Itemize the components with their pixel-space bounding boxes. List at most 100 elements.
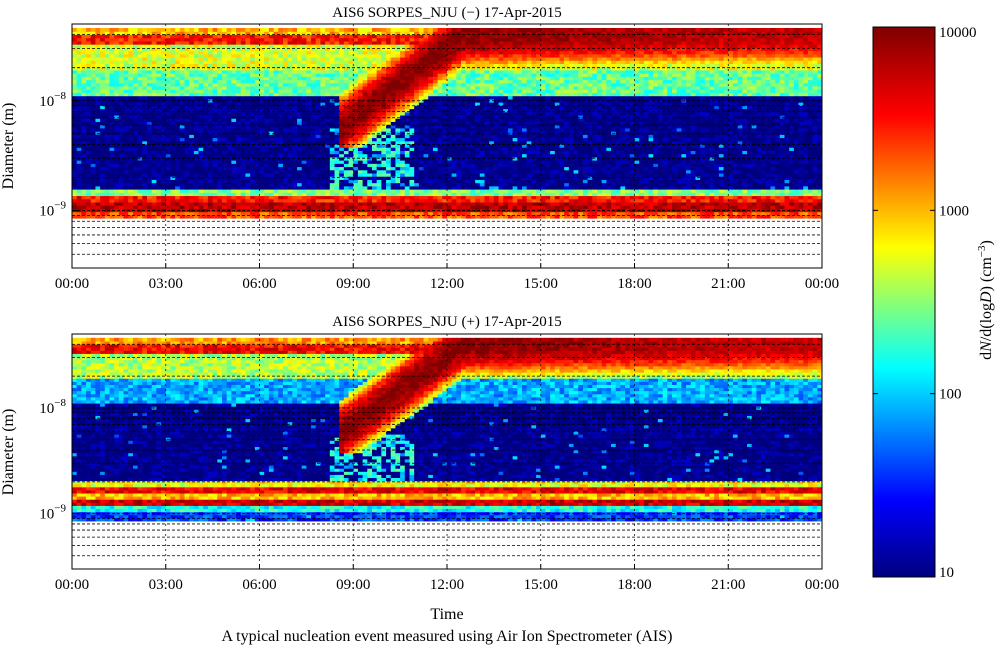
heatmap-cell [203, 73, 209, 77]
heatmap-cell [423, 150, 429, 155]
heatmap-cell [95, 102, 101, 106]
heatmap-cell [137, 211, 143, 216]
heatmap-cell [151, 31, 157, 36]
heatmap-cell [81, 176, 87, 180]
heatmap-cell [334, 95, 340, 100]
heatmap-cell [264, 27, 270, 32]
heatmap-cell [170, 40, 176, 45]
heatmap-cell [400, 179, 406, 184]
heatmap-cell [76, 44, 82, 48]
heatmap-cell [250, 143, 256, 148]
heatmap-cell [381, 31, 387, 36]
heatmap-cell [175, 102, 181, 106]
heatmap-cell [118, 73, 125, 77]
heatmap-cell [175, 172, 181, 177]
heatmap-cell [114, 198, 120, 203]
heatmap-cell [461, 82, 467, 87]
heatmap-cell [418, 198, 425, 203]
heatmap-cell [142, 163, 148, 168]
heatmap-cell [372, 156, 378, 161]
heatmap-cell [465, 176, 472, 180]
heatmap-cell [236, 185, 242, 190]
heatmap-cell [151, 40, 157, 45]
heatmap-cell [301, 92, 307, 97]
heatmap-cell [184, 108, 190, 113]
heatmap-cell [268, 121, 275, 126]
heatmap-cell [278, 143, 284, 148]
heatmap-cell [81, 73, 87, 77]
heatmap-cell [184, 44, 190, 48]
heatmap-cell [104, 179, 111, 184]
heatmap-cell [287, 131, 293, 135]
heatmap-cell [118, 198, 125, 203]
heatmap-cell [259, 102, 265, 106]
heatmap-cell [212, 37, 218, 42]
heatmap-cell [320, 40, 326, 45]
heatmap-cell [147, 37, 153, 42]
heatmap-cell [76, 166, 82, 171]
heatmap-cell [109, 131, 115, 135]
heatmap-cell [301, 124, 307, 129]
heatmap-cell [292, 76, 298, 81]
heatmap-cell [372, 89, 378, 93]
heatmap-cell [250, 166, 256, 171]
heatmap-cell [357, 131, 364, 135]
heatmap-cell [311, 179, 317, 184]
heatmap-cell [86, 163, 92, 168]
heatmap-cell [147, 205, 153, 209]
heatmap-cell [386, 192, 392, 197]
heatmap-cell [390, 131, 397, 135]
heatmap-cell [325, 192, 331, 197]
heatmap-cell [376, 127, 382, 132]
heatmap-cell [404, 198, 411, 203]
heatmap-cell [437, 163, 443, 168]
heatmap-cell [90, 140, 97, 145]
heatmap-cell [409, 27, 415, 32]
heatmap-cell [268, 53, 275, 58]
heatmap-cell [137, 189, 143, 193]
heatmap-cell [104, 27, 111, 32]
heatmap-cell [193, 69, 200, 74]
heatmap-cell [273, 156, 279, 161]
heatmap-cell [212, 131, 218, 135]
heatmap-cell [95, 44, 101, 48]
heatmap-cell [231, 134, 237, 139]
heatmap-cell [372, 95, 378, 100]
heatmap-cell [451, 140, 457, 145]
heatmap-cell [175, 63, 181, 68]
heatmap-cell [376, 198, 382, 203]
heatmap-cell [297, 205, 303, 209]
heatmap-cell [109, 121, 115, 126]
heatmap-cell [278, 95, 284, 100]
heatmap-cell [282, 63, 289, 68]
heatmap-cell [222, 195, 228, 200]
heatmap-cell [250, 50, 256, 55]
heatmap-cell [447, 124, 453, 129]
heatmap-cell [147, 134, 153, 139]
heatmap-cell [193, 85, 200, 90]
heatmap-cell [409, 76, 415, 81]
heatmap-cell [329, 92, 336, 97]
heatmap-cell [207, 198, 214, 203]
heatmap-cell [72, 76, 78, 81]
heatmap-cell [301, 79, 307, 84]
heatmap-cell [222, 121, 228, 126]
heatmap-cell [86, 179, 92, 184]
heatmap-cell [451, 198, 457, 203]
heatmap-cell [451, 160, 457, 164]
heatmap-cell [404, 189, 411, 193]
heatmap-cell [114, 134, 120, 139]
heatmap-cell [306, 79, 312, 84]
heatmap-cell [437, 60, 443, 64]
heatmap-cell [170, 31, 176, 36]
heatmap-cell [395, 214, 401, 219]
heatmap-cell [268, 27, 275, 32]
heatmap-cell [428, 189, 434, 193]
heatmap-cell [386, 169, 392, 174]
heatmap-cell [236, 124, 242, 129]
heatmap-cell [376, 27, 382, 32]
heatmap-cell [282, 124, 289, 129]
heatmap-cell [287, 150, 293, 155]
heatmap-cell [273, 189, 279, 193]
heatmap-cell [245, 92, 251, 97]
